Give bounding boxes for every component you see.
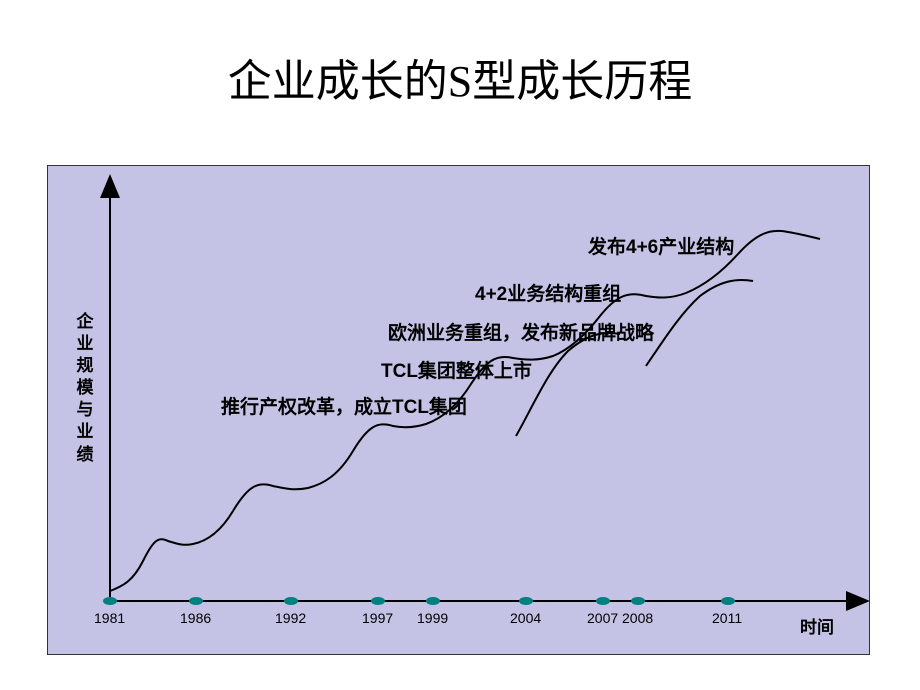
annotation-2: 欧洲业务重组，发布新品牌战略 bbox=[388, 318, 654, 345]
x-tick-label-1999: 1999 bbox=[417, 610, 448, 626]
page-title: 企业成长的S型成长历程 bbox=[0, 0, 920, 109]
x-marker-2007 bbox=[596, 597, 610, 605]
annotation-3: 4+2业务结构重组 bbox=[475, 279, 621, 306]
x-tick-label-2008: 2008 bbox=[622, 610, 653, 626]
chart-inner: 企业规模与业绩 时间 推行产权改革，成立TCL集团 TCL集团整体上市 欧洲业务重组… bbox=[48, 166, 869, 654]
x-marker-1992 bbox=[284, 597, 298, 605]
x-tick-label-1986: 1986 bbox=[180, 610, 211, 626]
x-tick-label-2011: 2011 bbox=[712, 610, 742, 626]
x-marker-1986 bbox=[189, 597, 203, 605]
x-tick-label-1981: 1981 bbox=[94, 610, 125, 626]
annotation-1: TCL集团整体上市 bbox=[381, 356, 532, 383]
x-marker-2011 bbox=[721, 597, 735, 605]
x-tick-label-1997: 1997 bbox=[362, 610, 393, 626]
chart-container: 企业规模与业绩 时间 推行产权改革，成立TCL集团 TCL集团整体上市 欧洲业务重组… bbox=[47, 165, 870, 655]
x-axis-label: 时间 bbox=[800, 613, 834, 638]
x-tick-label-2004: 2004 bbox=[510, 610, 541, 626]
x-marker-1999 bbox=[426, 597, 440, 605]
x-tick-label-2007: 2007 bbox=[587, 610, 618, 626]
x-tick-label-1992: 1992 bbox=[275, 610, 306, 626]
x-marker-1981 bbox=[103, 597, 117, 605]
s-curve-overlay-2 bbox=[646, 280, 753, 366]
x-marker-2004 bbox=[519, 597, 533, 605]
annotation-0: 推行产权改革，成立TCL集团 bbox=[221, 392, 467, 419]
x-marker-1997 bbox=[371, 597, 385, 605]
x-marker-2008 bbox=[631, 597, 645, 605]
y-axis-label: 企业规模与业绩 bbox=[76, 311, 94, 466]
annotation-4: 发布4+6产业结构 bbox=[588, 232, 734, 259]
